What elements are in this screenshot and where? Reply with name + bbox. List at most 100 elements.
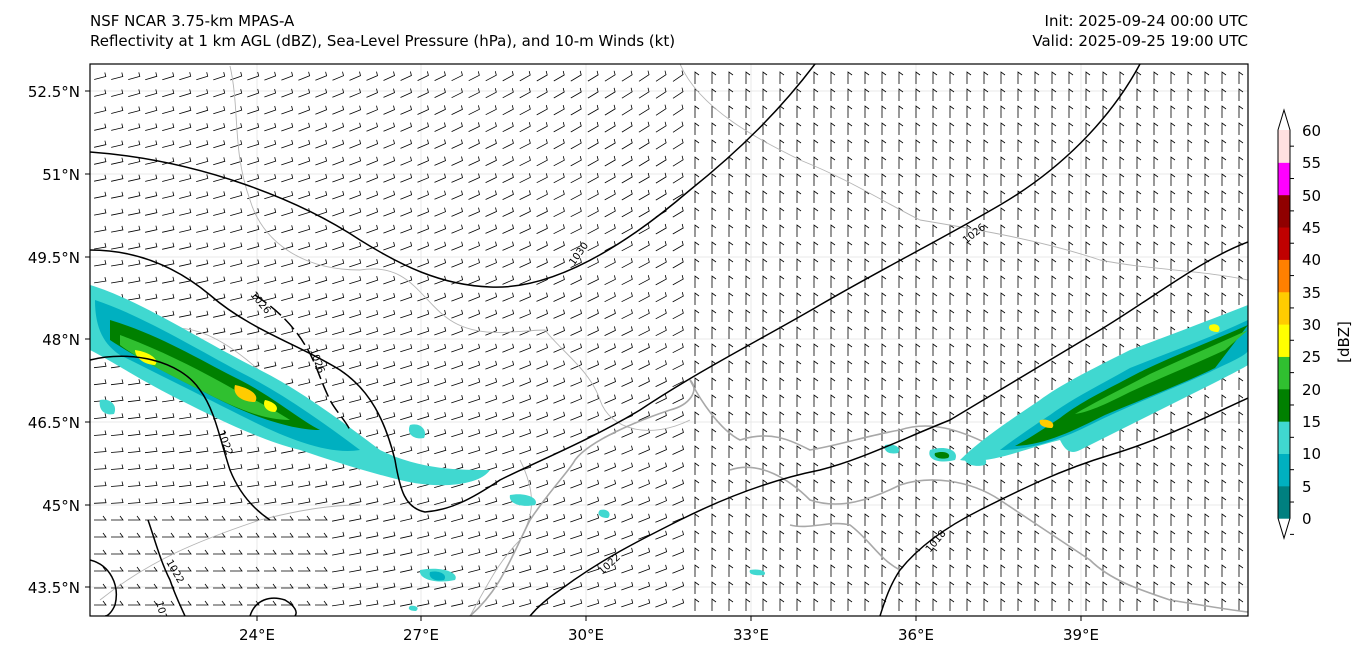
wind-barb: [728, 530, 734, 543]
wind-barb: [1170, 207, 1176, 220]
wind-barb: [127, 430, 141, 437]
wind-barb: [213, 259, 226, 267]
wind-barb: [366, 395, 379, 403]
wind-barb: [864, 173, 870, 186]
wind-barb: [1034, 88, 1040, 101]
wind-barb: [932, 564, 938, 577]
wind-barb: [111, 157, 124, 165]
wind-barb: [468, 71, 480, 82]
wind-barb: [898, 598, 904, 611]
wind-barb: [196, 89, 209, 98]
wind-barb: [932, 275, 938, 288]
wind-barb: [1085, 275, 1091, 288]
wind-barb: [400, 531, 413, 539]
wind-barb: [162, 293, 175, 301]
wind-barb: [162, 106, 175, 114]
wind-barb: [983, 428, 989, 441]
wind-barb: [915, 139, 921, 152]
wind-barb: [864, 564, 870, 577]
wind-barb: [813, 530, 819, 543]
wind-barb: [813, 496, 819, 509]
wind-barb: [881, 105, 887, 118]
wind-barb: [796, 547, 802, 560]
wind-barb: [621, 479, 634, 489]
wind-barb: [1238, 207, 1244, 220]
wind-barb: [694, 173, 700, 186]
wind-barb: [1068, 122, 1074, 135]
wind-barb: [230, 446, 243, 454]
wind-barb: [728, 598, 734, 611]
wind-barb: [621, 309, 633, 320]
wind-barb: [536, 343, 548, 353]
wind-barb: [110, 396, 124, 403]
wind-barb: [1204, 122, 1210, 135]
wind-barb: [864, 309, 870, 322]
wind-barb: [1085, 88, 1091, 101]
wind-barb: [281, 139, 294, 149]
wind-barb: [1238, 411, 1244, 424]
wind-barb: [553, 343, 565, 353]
wind-barb: [932, 105, 938, 118]
wind-barb: [1085, 326, 1091, 339]
wind-barb: [1000, 530, 1006, 543]
wind-barb: [383, 122, 395, 132]
wind-barb: [621, 155, 633, 167]
wind-barb: [672, 564, 685, 574]
wind-barb: [468, 412, 481, 421]
wind-barb: [932, 377, 938, 390]
wind-barb: [779, 292, 785, 305]
wind-barb: [400, 497, 413, 505]
wind-barb: [915, 326, 921, 339]
wind-barb: [604, 479, 617, 489]
wind-barb: [694, 462, 700, 475]
wind-barb: [847, 377, 853, 390]
wind-barb: [621, 189, 633, 201]
wind-barb: [162, 310, 175, 318]
wind-barb: [762, 71, 768, 84]
isobar-1022-sw: [147, 519, 186, 616]
wind-barb: [813, 598, 819, 611]
wind-barb: [1221, 105, 1227, 118]
wind-barb: [796, 530, 802, 543]
lat-tick-labels: 52.5°N 51°N 49.5°N 48°N 46.5°N 45°N 43.5…: [28, 83, 80, 597]
wind-barb: [179, 293, 192, 301]
wind-barb: [1136, 275, 1142, 288]
wind-barb: [1170, 292, 1176, 305]
wind-barb: [983, 513, 989, 526]
wind-barb: [383, 310, 396, 319]
wind-barb: [1085, 343, 1091, 356]
wind-barb: [1102, 530, 1108, 543]
wind-barb: [655, 360, 667, 371]
wind-barb: [745, 258, 751, 271]
wind-barb: [587, 343, 599, 353]
wind-barb: [519, 241, 531, 251]
wind-barb: [468, 292, 481, 302]
colorbar-swatch: [1278, 291, 1290, 325]
wind-barb: [932, 258, 938, 271]
wind-barb: [813, 513, 819, 526]
wind-barb: [400, 258, 413, 268]
wind-barb: [745, 275, 751, 288]
wind-barb: [983, 581, 989, 594]
wind-barb: [745, 581, 751, 594]
wind-barb: [813, 190, 819, 203]
wind-barb: [468, 360, 481, 370]
wind-barb: [1034, 326, 1040, 339]
wind-barb: [161, 498, 175, 504]
wind-barb: [983, 530, 989, 543]
wind-barb: [813, 428, 819, 441]
wind-barb: [915, 445, 921, 458]
wind-barb: [1136, 479, 1142, 492]
wind-barb: [451, 224, 463, 234]
wind-barb: [519, 71, 531, 82]
wind-barb: [728, 173, 734, 186]
wind-barb: [298, 191, 311, 200]
wind-barb: [111, 566, 124, 572]
wind-barb: [383, 582, 396, 590]
wind-barb: [949, 462, 955, 475]
wind-barb: [621, 258, 633, 269]
wind-barb: [196, 327, 209, 335]
wind-barb: [672, 530, 684, 540]
wind-barb: [1017, 581, 1023, 594]
wind-barb: [298, 225, 311, 234]
